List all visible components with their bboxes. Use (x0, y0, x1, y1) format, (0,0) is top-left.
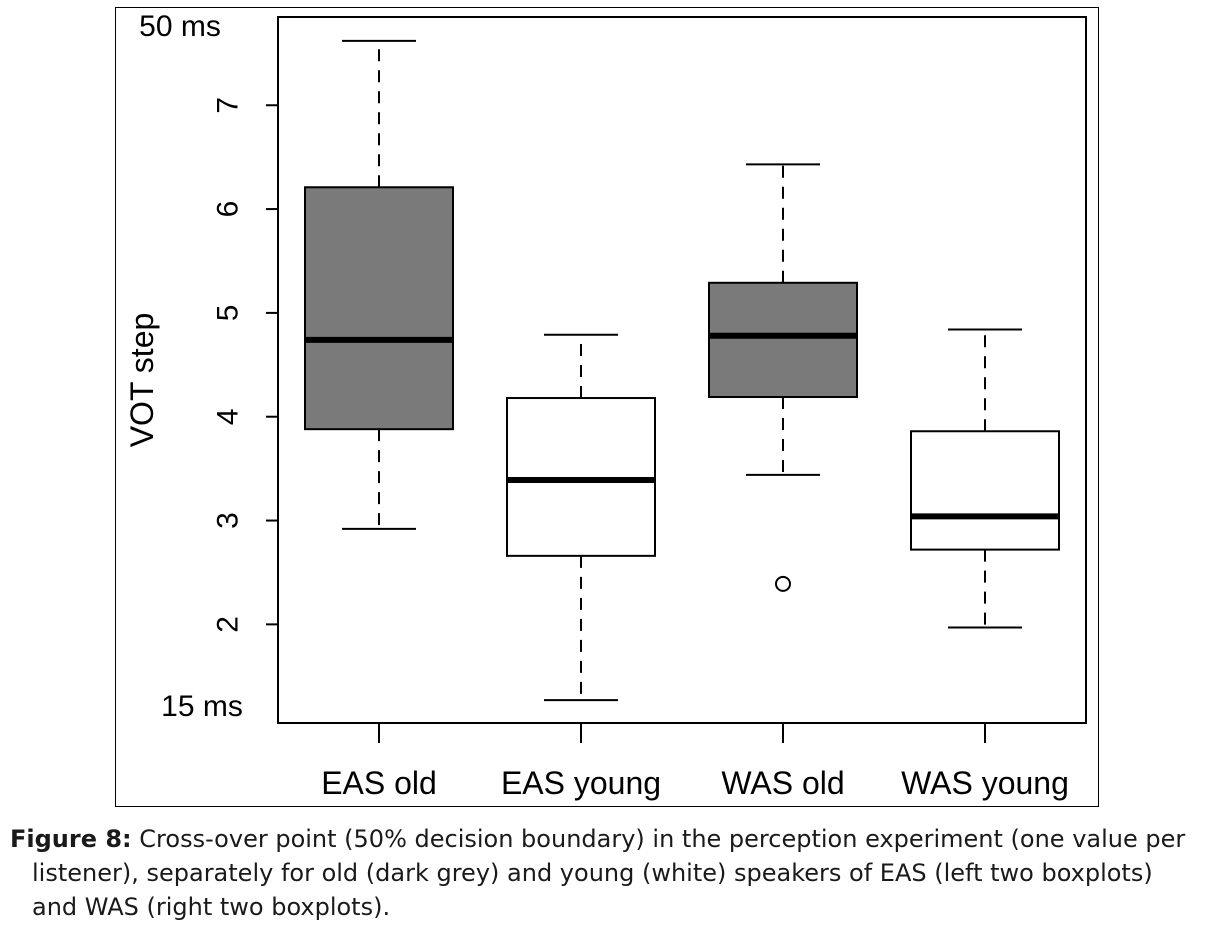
y-axis-title: VOT step (124, 313, 160, 448)
box-iqr (708, 281, 858, 398)
boxplot-chart: 2 3 4 5 6 7 50 ms 15 ms VOT step EAS old EAS young… (124, 10, 1087, 801)
y-tick-label: 5 (212, 305, 245, 322)
box-iqr (910, 430, 1060, 551)
plot-area-frame (277, 16, 1087, 724)
x-tick-label: EAS young (501, 765, 661, 801)
box-iqr (304, 186, 454, 431)
y-tick-label: 3 (212, 512, 245, 529)
outlier-point (775, 575, 791, 592)
y-tick-label: 6 (212, 201, 245, 218)
box-iqr (506, 397, 656, 557)
figure-frame: 2 3 4 5 6 7 50 ms 15 ms VOT step EAS old EAS young… (115, 7, 1099, 807)
y-tick-label: 7 (212, 97, 245, 114)
x-tick-label: WAS old (721, 765, 844, 801)
figure-caption: Figure 8: Cross-over point (50% decision… (10, 822, 1216, 924)
caption-line-2: listener), separately for old (dark grey… (32, 859, 1153, 887)
caption-text-1: Cross-over point (50% decision boundary)… (131, 825, 1186, 853)
caption-label: Figure 8: (10, 825, 132, 853)
y-axis-top-label: 50 ms (139, 10, 221, 43)
caption-line-1: Figure 8: Cross-over point (50% decision… (10, 822, 1216, 856)
y-tick-label: 4 (212, 408, 245, 425)
x-tick-label: WAS young (901, 765, 1069, 801)
x-tick-label: EAS old (321, 765, 437, 801)
y-tick-label: 2 (212, 616, 245, 633)
y-axis-bottom-label: 15 ms (161, 690, 243, 723)
caption-line-3: and WAS (right two boxplots). (32, 893, 391, 921)
